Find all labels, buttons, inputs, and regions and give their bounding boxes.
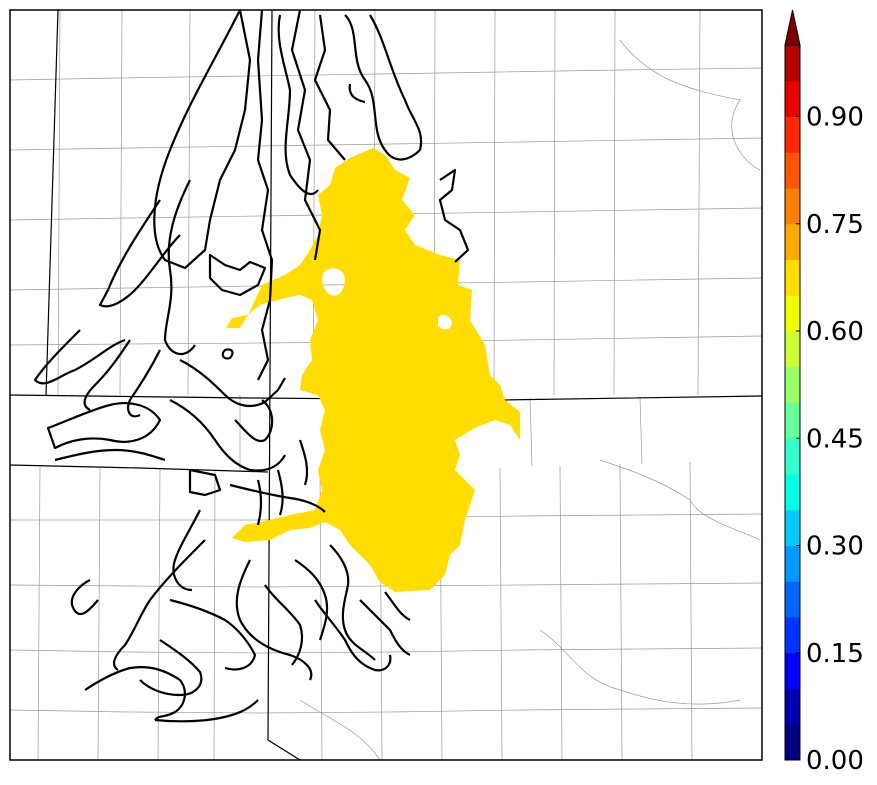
colorbar-segment bbox=[785, 724, 800, 761]
map-panel bbox=[9, 8, 763, 761]
colorbar-segment bbox=[785, 295, 800, 332]
colorbar-segment bbox=[785, 545, 800, 582]
colorbar-segments bbox=[785, 45, 800, 761]
contour-lines bbox=[33, 8, 470, 723]
colorbar-tick-label: 0.45 bbox=[806, 424, 864, 454]
colorbar-segment bbox=[785, 80, 800, 117]
colorbar-tick-label: 0.30 bbox=[806, 532, 864, 562]
colorbar: 0.00 0.15 0.30 0.45 0.60 0.75 0.90 bbox=[784, 9, 864, 776]
colorbar-segment bbox=[785, 45, 800, 82]
colorbar-segment bbox=[785, 366, 800, 403]
colorbar-ticks: 0.00 0.15 0.30 0.45 0.60 0.75 0.90 bbox=[796, 103, 864, 776]
colorbar-tick-label: 0.90 bbox=[806, 103, 864, 133]
colorbar-extend-arrow bbox=[784, 9, 801, 46]
colorbar-segment bbox=[785, 188, 800, 225]
map-frame bbox=[9, 9, 763, 761]
colorbar-segment bbox=[785, 509, 800, 546]
colorbar-segment bbox=[785, 259, 800, 296]
colorbar-tick-label: 0.00 bbox=[806, 746, 864, 776]
colorbar-segment bbox=[785, 688, 800, 725]
colorbar-segment bbox=[785, 402, 800, 439]
colorbar-frame bbox=[784, 44, 801, 761]
colorbar-tick-label: 0.60 bbox=[806, 317, 864, 347]
colorbar-segment bbox=[785, 331, 800, 368]
county-boundaries bbox=[9, 9, 763, 761]
colorbar-segment bbox=[785, 223, 800, 260]
probability-region bbox=[226, 148, 520, 592]
colorbar-tick-label: 0.75 bbox=[806, 210, 864, 240]
colorbar-segment bbox=[785, 152, 800, 189]
colorbar-segment bbox=[785, 652, 800, 689]
colorbar-segment bbox=[785, 581, 800, 618]
colorbar-segment bbox=[785, 438, 800, 475]
colorbar-segment bbox=[785, 617, 800, 654]
colorbar-segment bbox=[785, 116, 800, 153]
colorbar-tick-label: 0.15 bbox=[806, 639, 864, 669]
colorbar-segment bbox=[785, 474, 800, 511]
